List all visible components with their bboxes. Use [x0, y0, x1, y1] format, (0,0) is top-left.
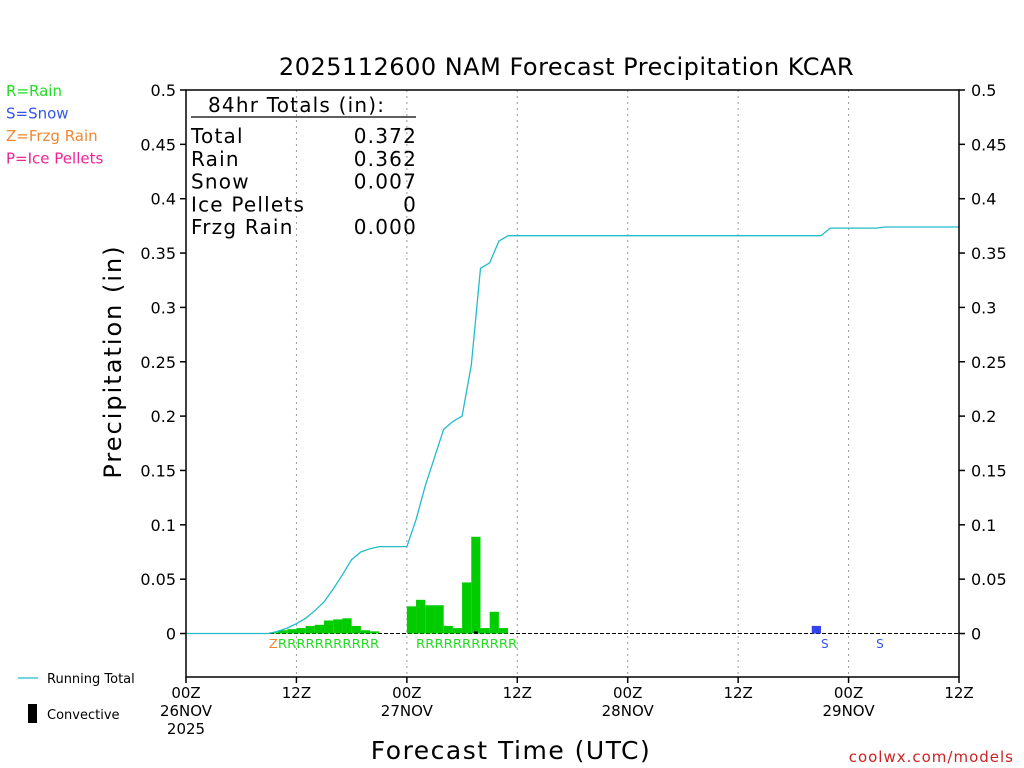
y-tick-label-right-6: 0.3 — [971, 298, 996, 317]
y-tick-label-right-10: 0.5 — [971, 81, 996, 100]
y-tick-label-left-0: 0 — [166, 625, 176, 644]
y-tick-label-right-3: 0.15 — [971, 461, 1007, 480]
precip-bar-15 — [434, 605, 444, 634]
x-tick-label-2-0: 00Z — [392, 684, 421, 702]
precip-bar-22 — [498, 628, 509, 634]
x-tick-label-0-1: 26NOV — [160, 702, 213, 720]
x-tick-label-2-1: 27NOV — [381, 702, 434, 720]
y-tick-label-right-5: 0.25 — [971, 353, 1007, 372]
running-total-layer — [186, 226, 959, 635]
y-tick-label-right-1: 0.05 — [971, 570, 1007, 589]
totals-value-2: 0.007 — [354, 170, 417, 194]
totals-label-4: Frzg Rain — [191, 215, 294, 239]
precip-bar-16 — [443, 625, 453, 634]
type-label-0-r: RRRRRRRRRRR — [278, 637, 379, 651]
totals-value-0: 0.372 — [354, 124, 417, 148]
totals-header: 84hr Totals (in): — [208, 93, 385, 117]
x-tick-label-5-0: 12Z — [723, 684, 752, 702]
y-tick-label-right-0: 0 — [971, 625, 981, 644]
y-tick-label-left-4: 0.2 — [151, 407, 176, 426]
y-tick-label-right-9: 0.45 — [971, 135, 1007, 154]
legend-convective-swatch — [28, 704, 37, 723]
x-tick-label-7-0: 12Z — [944, 684, 973, 702]
totals-label-0: Total — [190, 124, 244, 148]
precip-bar-12 — [406, 606, 417, 634]
legend-type-2: Z=Frzg Rain — [6, 127, 98, 145]
x-tick-label-0-2: 2025 — [167, 720, 205, 738]
y-tick-label-left-1: 0.05 — [140, 570, 176, 589]
x-tick-label-3-0: 12Z — [503, 684, 532, 702]
chart-title: 2025112600 NAM Forecast Precipitation KC… — [279, 53, 854, 81]
credit-text: coolwx.com/models — [849, 748, 1014, 766]
y-tick-label-left-5: 0.25 — [140, 353, 176, 372]
x-tick-label-4-0: 00Z — [613, 684, 642, 702]
precip-bar-5 — [314, 624, 325, 634]
y-tick-label-left-6: 0.3 — [151, 298, 176, 317]
bars-layer — [268, 536, 821, 634]
precip-bar-13 — [416, 599, 426, 634]
type-label-2: S — [821, 637, 829, 651]
running-total-line — [186, 226, 959, 635]
totals-value-4: 0.000 — [354, 215, 417, 239]
precip-bar-11 — [370, 631, 380, 634]
x-tick-label-6-1: 29NOV — [823, 702, 876, 720]
precip-bar-6 — [324, 620, 334, 634]
precip-bar-17 — [452, 628, 463, 634]
y-tick-label-left-3: 0.15 — [140, 461, 176, 480]
precip-bar-21 — [489, 611, 499, 634]
x-tick-label-4-1: 28NOV — [602, 702, 655, 720]
y-tick-label-left-8: 0.4 — [151, 190, 176, 209]
axes-layer — [18, 89, 965, 723]
precip-bar-19 — [471, 536, 481, 634]
totals-label-1: Rain — [191, 147, 240, 171]
type-label-0-z: Z — [269, 637, 278, 651]
precip-bar-8 — [342, 618, 352, 634]
y-tick-label-left-9: 0.45 — [140, 135, 176, 154]
precip-bar-1 — [278, 630, 288, 634]
plot-frame — [185, 89, 960, 678]
y-tick-label-left-7: 0.35 — [140, 244, 176, 263]
legend-type-1: S=Snow — [6, 105, 69, 123]
y-tick-label-left-10: 0.5 — [151, 81, 176, 100]
y-tick-label-right-7: 0.35 — [971, 244, 1007, 263]
y-axis-label: Precipitation (in) — [99, 244, 127, 478]
x-tick-label-1-0: 12Z — [282, 684, 311, 702]
precip-bar-18 — [462, 582, 472, 634]
precip-bar-10 — [360, 630, 371, 634]
y-tick-label-right-8: 0.4 — [971, 190, 996, 209]
precip-bar-9 — [351, 625, 361, 634]
type-label-1: RRRRRRRRRRR — [416, 637, 517, 651]
x-tick-label-0-0: 00Z — [171, 684, 200, 702]
legend-running-total-label: Running Total — [47, 672, 135, 687]
type-label-3: S — [876, 637, 884, 651]
totals-label-3: Ice Pellets — [191, 192, 305, 216]
y-tick-label-left-2: 0.1 — [151, 516, 176, 535]
grid-layer — [186, 90, 959, 677]
legend-type-0: R=Rain — [6, 82, 62, 100]
precip-bar-4 — [305, 625, 315, 634]
precip-bar-2 — [287, 629, 297, 634]
x-tick-label-6-0: 00Z — [834, 684, 863, 702]
x-axis-label: Forecast Time (UTC) — [371, 736, 651, 765]
precip-bar-14 — [425, 605, 435, 634]
legend-type-3: P=Ice Pellets — [6, 150, 103, 168]
y-tick-label-right-2: 0.1 — [971, 516, 996, 535]
totals-value-1: 0.362 — [354, 147, 417, 171]
totals-label-2: Snow — [191, 170, 250, 194]
precip-bar-7 — [333, 619, 343, 634]
precip-bar-3 — [296, 628, 306, 634]
y-tick-label-right-4: 0.2 — [971, 407, 996, 426]
convective-bar-0 — [474, 631, 478, 634]
precip-bar-23 — [811, 625, 821, 634]
text-layer: 0 0 0.05 0.05 0.1 0.1 0.15 0.15 0.2 0.2 0.25 0.25 0.… — [6, 53, 1014, 766]
precip-bar-20 — [480, 628, 490, 634]
type-label-0: ZRRRRRRRRRRR — [269, 637, 379, 651]
legend-convective-label: Convective — [47, 708, 120, 723]
totals-value-3: 0 — [403, 192, 417, 216]
